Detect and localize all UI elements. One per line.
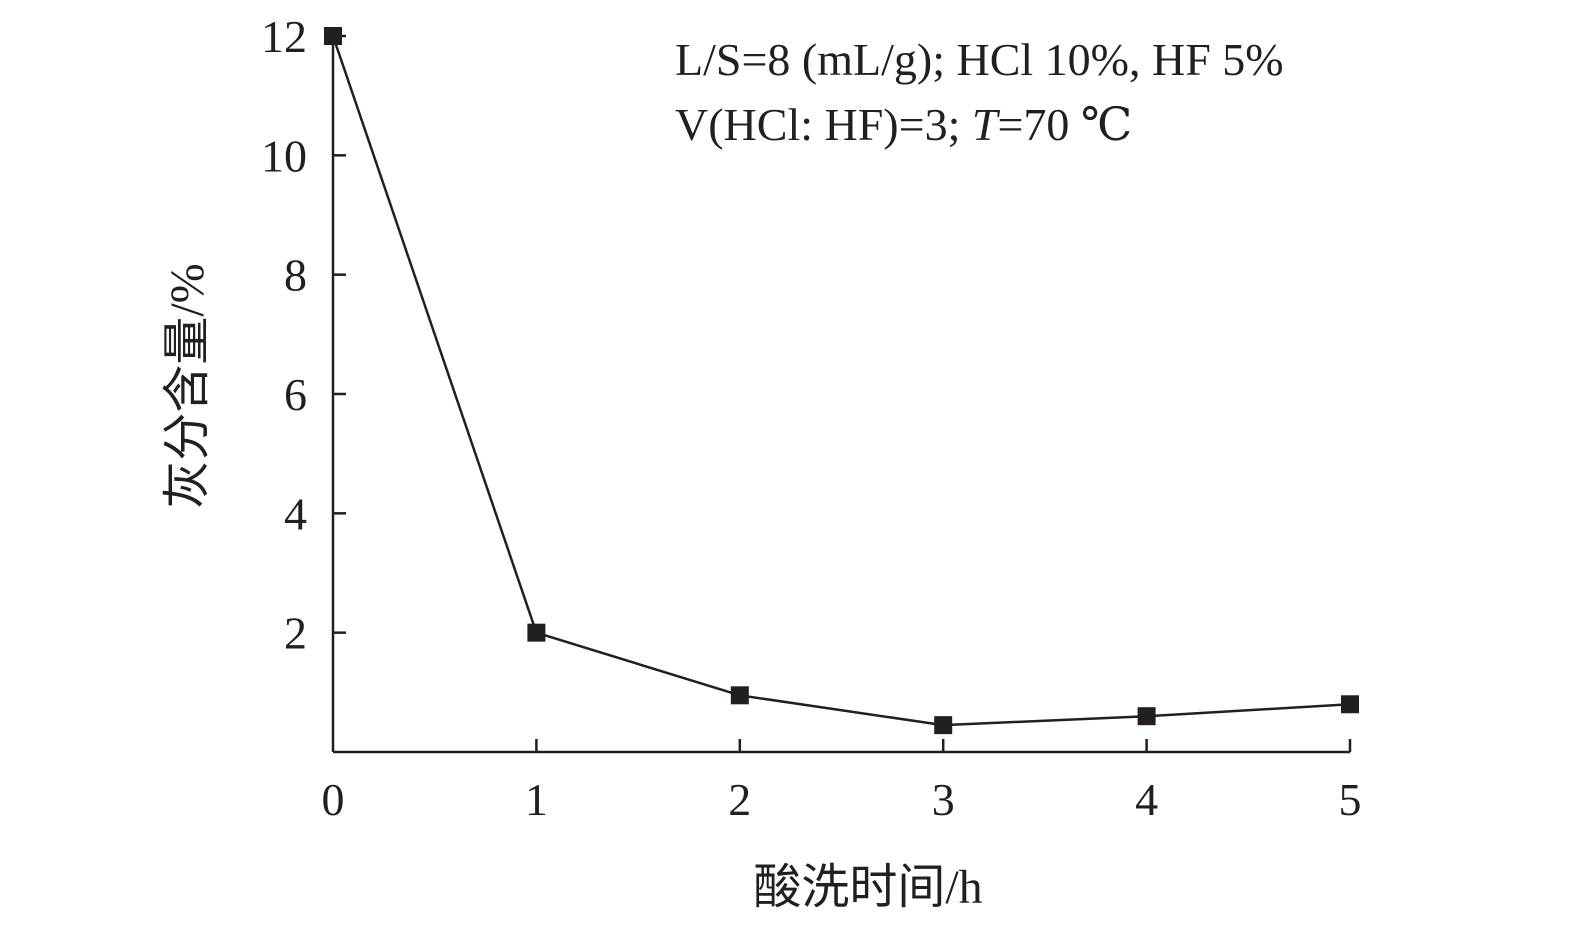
annotation-line-2: V(HCl: HF)=3; T=70 ℃	[675, 99, 1132, 150]
x-axis-title: 酸洗时间/h	[753, 861, 982, 914]
x-tick-label: 3	[932, 774, 955, 825]
x-tick-label: 4	[1135, 774, 1158, 825]
x-tick-label: 1	[525, 774, 548, 825]
annotation-line-2-suffix: =70 ℃	[997, 99, 1132, 150]
data-point-marker	[1137, 707, 1156, 726]
data-point-marker	[934, 716, 953, 735]
y-tick-label: 12	[261, 11, 307, 62]
data-point-marker	[527, 623, 546, 642]
data-point-marker	[324, 27, 342, 45]
y-axis-title: 灰分含量/%	[161, 263, 214, 508]
y-ticks: 2 4 6 8 10 12	[261, 11, 346, 659]
y-tick-label: 4	[284, 488, 307, 539]
y-tick-label: 6	[284, 369, 307, 420]
y-tick-label: 8	[284, 250, 307, 301]
x-tick-label: 2	[728, 774, 751, 825]
x-ticks: 0 1 2 3 4 5	[322, 739, 1362, 825]
data-point-marker	[1341, 695, 1359, 714]
x-tick-label: 5	[1339, 774, 1362, 825]
plot-area	[324, 27, 1359, 735]
data-point-marker	[730, 686, 749, 705]
series-line	[331, 35, 1351, 727]
y-tick-label: 2	[284, 608, 307, 659]
x-tick-label: 0	[322, 774, 345, 825]
y-tick-label: 10	[261, 130, 307, 181]
annotation-line-2-italic: T	[972, 99, 1001, 150]
annotation-line-2-prefix: V(HCl: HF)=3;	[675, 99, 972, 150]
annotation-line-1: L/S=8 (mL/g); HCl 10%, HF 5%	[675, 34, 1284, 85]
